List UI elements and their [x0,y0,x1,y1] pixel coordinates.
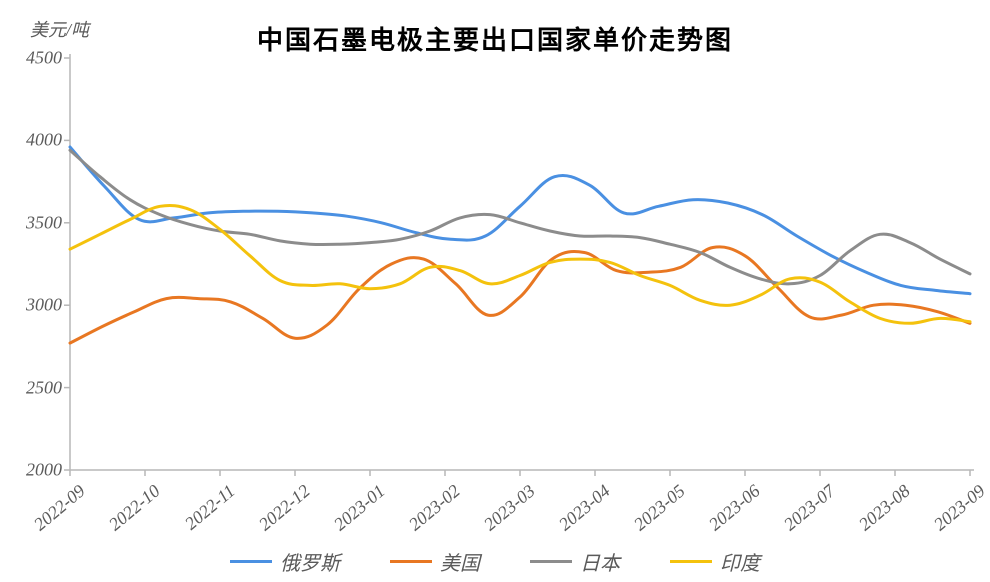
legend-swatch [530,560,572,563]
legend-label: 印度 [720,547,760,576]
legend-label: 俄罗斯 [280,547,340,576]
y-tick-label: 4500 [6,48,62,69]
legend-item: 美国 [390,547,480,576]
legend-item: 日本 [530,547,620,576]
legend-swatch [670,560,712,563]
y-tick-label: 3500 [6,212,62,233]
legend-swatch [230,560,272,563]
chart-legend: 俄罗斯 美国 日本 印度 [0,547,990,576]
series-line [70,247,970,343]
y-tick-label: 4000 [6,130,62,151]
chart-container: 美元/吨 中国石墨电极主要出口国家单价走势图 20002500300035004… [0,0,990,582]
legend-label: 日本 [580,547,620,576]
legend-item: 印度 [670,547,760,576]
legend-item: 俄罗斯 [230,547,340,576]
series-line [70,147,970,294]
y-tick-label: 3000 [6,295,62,316]
y-tick-label: 2000 [6,460,62,481]
legend-swatch [390,560,432,563]
y-tick-label: 2500 [6,377,62,398]
legend-label: 美国 [440,547,480,576]
